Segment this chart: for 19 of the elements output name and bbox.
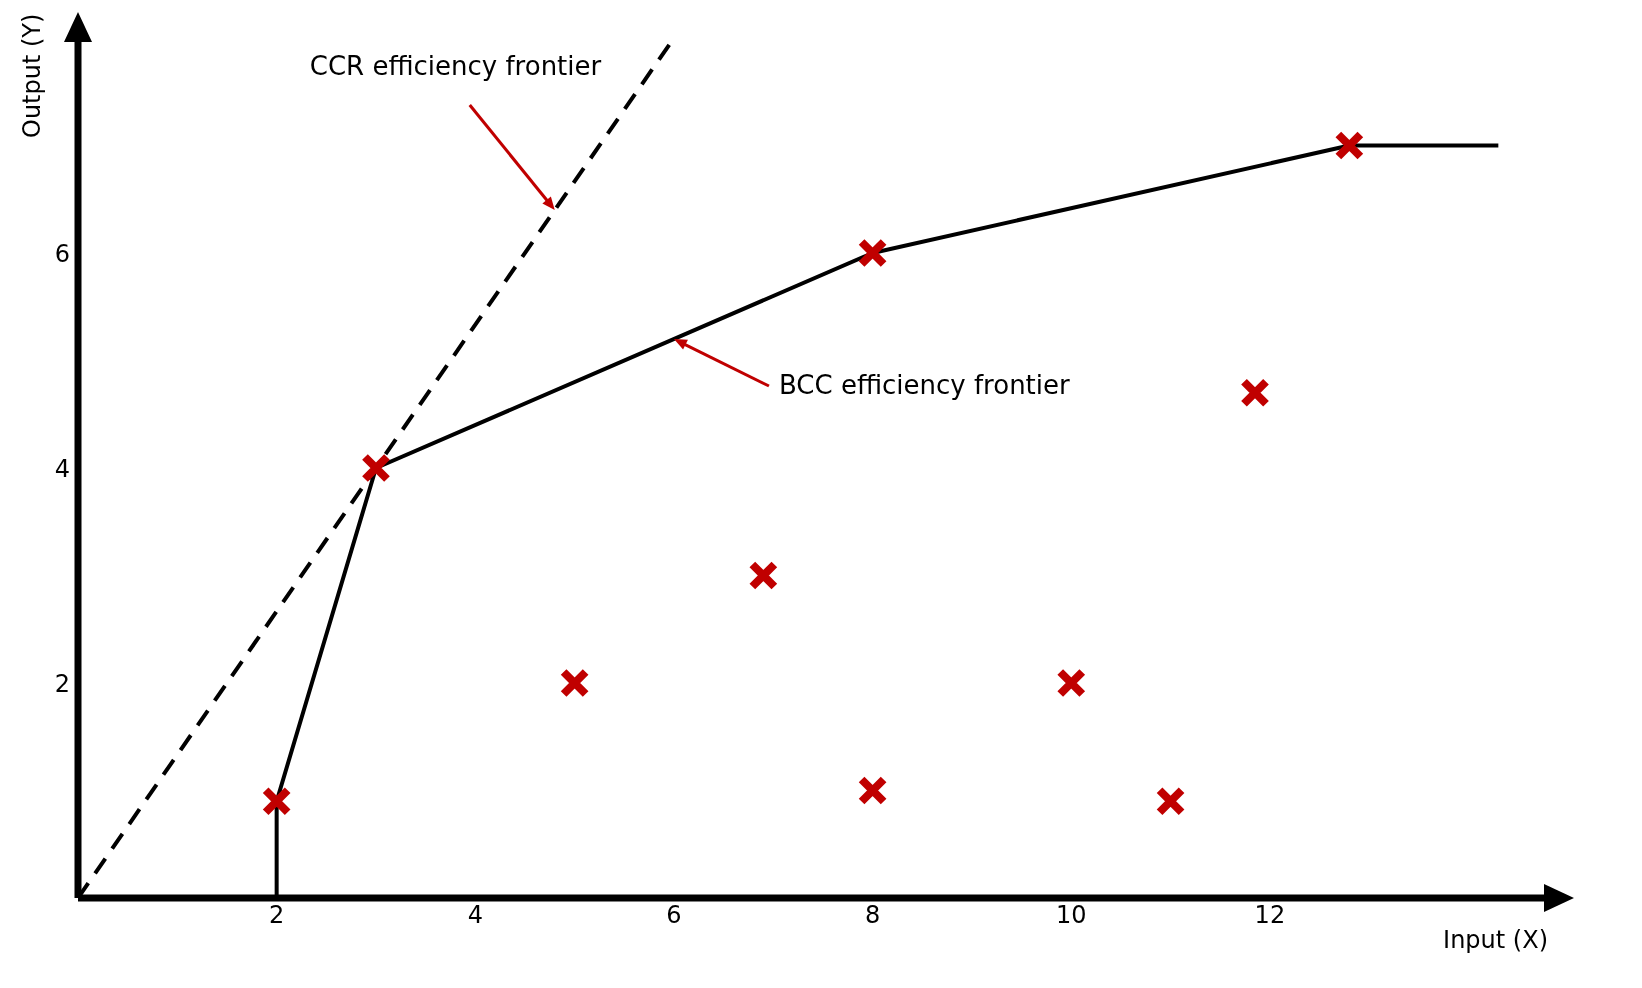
- y-tick-label: 2: [54, 669, 70, 698]
- y-axis-title: Output (Y): [18, 13, 47, 138]
- x-tick-label: 10: [1055, 901, 1087, 930]
- point: [1155, 786, 1186, 817]
- point: [748, 560, 779, 591]
- x-tick-label: 4: [467, 901, 483, 930]
- annotation: BCC efficiency frontier: [778, 370, 1071, 400]
- x-tick-label: 2: [269, 901, 285, 930]
- x-tick-label: 12: [1254, 901, 1286, 930]
- point: [1056, 668, 1087, 698]
- x-tick-label: 8: [864, 901, 881, 930]
- y-tick-label: 6: [54, 239, 70, 268]
- annotation: CCR efficiency frontier: [309, 51, 602, 81]
- y-tick-label: 4: [54, 454, 70, 483]
- x-tick-label: 6: [666, 901, 682, 930]
- point: [857, 775, 888, 806]
- point: [559, 668, 590, 698]
- x-axis-title: Input (X): [1443, 926, 1548, 954]
- point: [1239, 377, 1270, 408]
